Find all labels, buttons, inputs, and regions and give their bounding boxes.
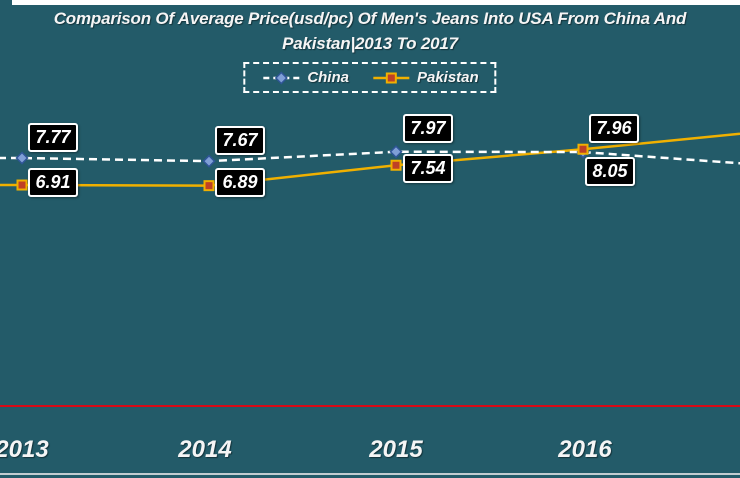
china-diamond-marker-icon — [274, 70, 288, 85]
x-tick-2015: 2015 — [369, 436, 423, 463]
pakistan-point-marker-2013 — [16, 179, 28, 191]
top-border — [12, 0, 740, 5]
data-label-pakistan-2013: 6.91 — [28, 168, 78, 197]
data-label-china-2015: 7.97 — [403, 114, 453, 143]
data-label-china-2014: 7.67 — [215, 126, 265, 155]
data-label-pakistan-2014: 6.89 — [215, 168, 265, 197]
data-label-china-2016: 7.96 — [589, 114, 639, 143]
pakistan-point-marker-2016 — [577, 143, 589, 155]
data-label-china-2013: 7.77 — [28, 123, 78, 152]
legend-item-pakistan: Pakistan — [371, 69, 479, 86]
pakistan-point-marker-2015 — [390, 159, 402, 171]
bottom-border — [0, 473, 740, 475]
china-point-marker-2013 — [15, 151, 29, 165]
baseline-red-line — [0, 405, 740, 407]
china-point-marker-2015 — [389, 145, 403, 159]
x-tick-2014: 2014 — [178, 436, 232, 463]
chart-title-line1: Comparison Of Average Price(usd/pc) Of M… — [53, 9, 687, 28]
legend-item-china: China — [261, 69, 349, 86]
pakistan-line-swatch-icon — [372, 72, 409, 83]
legend: China Pakistan — [243, 62, 497, 93]
data-label-pakistan-2016: 8.05 — [585, 157, 635, 186]
x-tick-2016: 2016 — [558, 436, 612, 463]
china-line-swatch-icon — [263, 70, 300, 85]
x-tick-2013: 2013 — [0, 436, 49, 463]
legend-label-china: China — [307, 69, 349, 86]
chart-title-line2: Pakistan|2013 To 2017 — [282, 33, 458, 53]
legend-label-pakistan: Pakistan — [416, 69, 479, 86]
pakistan-square-marker-icon — [385, 72, 397, 83]
china-point-marker-2014 — [202, 154, 216, 168]
pakistan-series-line — [0, 132, 740, 187]
data-label-pakistan-2015: 7.54 — [403, 154, 453, 183]
pakistan-point-marker-2014 — [203, 180, 215, 192]
chart-title: Comparison Of Average Price(usd/pc) Of M… — [0, 7, 740, 56]
